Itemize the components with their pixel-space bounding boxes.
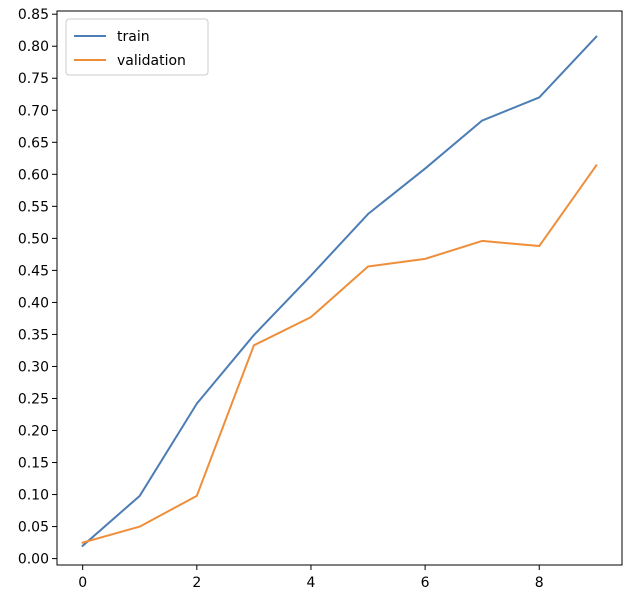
series-train bbox=[81, 35, 598, 548]
y-tick-label: 0.45 bbox=[18, 263, 49, 279]
y-tick-label: 0.65 bbox=[18, 135, 49, 151]
x-tick-label: 0 bbox=[78, 575, 87, 591]
series-line-validation bbox=[81, 163, 598, 544]
plot-frame bbox=[56, 10, 623, 566]
y-tick-label: 0.35 bbox=[18, 327, 49, 343]
y-tick-label: 0.55 bbox=[18, 199, 49, 215]
series-validation bbox=[81, 163, 598, 544]
y-tick-label: 0.60 bbox=[18, 167, 49, 183]
legend-label-train: train bbox=[117, 29, 150, 45]
y-tick-label: 0.75 bbox=[18, 71, 49, 87]
y-tick-label: 0.10 bbox=[18, 488, 49, 504]
x-axis: 0 2 4 6 8 bbox=[78, 565, 544, 591]
y-axis: 0.00 0.05 0.10 0.15 0.20 0.25 0.30 0.35 0.40 0.45… bbox=[18, 7, 57, 568]
x-tick-label: 8 bbox=[535, 575, 544, 591]
y-tick-label: 0.05 bbox=[18, 520, 49, 536]
y-tick-label: 0.80 bbox=[18, 39, 49, 55]
y-tick-label: 0.20 bbox=[18, 424, 49, 440]
y-tick-label: 0.25 bbox=[18, 391, 49, 407]
x-tick-label: 6 bbox=[421, 575, 430, 591]
plot-lines bbox=[81, 35, 598, 548]
x-tick-label: 4 bbox=[307, 575, 316, 591]
y-tick-label: 0.70 bbox=[18, 103, 49, 119]
y-tick-label: 0.30 bbox=[18, 359, 49, 375]
y-tick-label: 0.40 bbox=[18, 295, 49, 311]
y-tick-label: 0.00 bbox=[18, 552, 49, 568]
series-line-train bbox=[81, 35, 598, 548]
legend: train validation bbox=[65, 18, 209, 76]
y-tick-label: 0.15 bbox=[18, 456, 49, 472]
y-tick-label: 0.85 bbox=[18, 7, 49, 23]
y-tick-label: 0.50 bbox=[18, 231, 49, 247]
legend-label-validation: validation bbox=[117, 53, 186, 69]
x-tick-label: 2 bbox=[192, 575, 201, 591]
